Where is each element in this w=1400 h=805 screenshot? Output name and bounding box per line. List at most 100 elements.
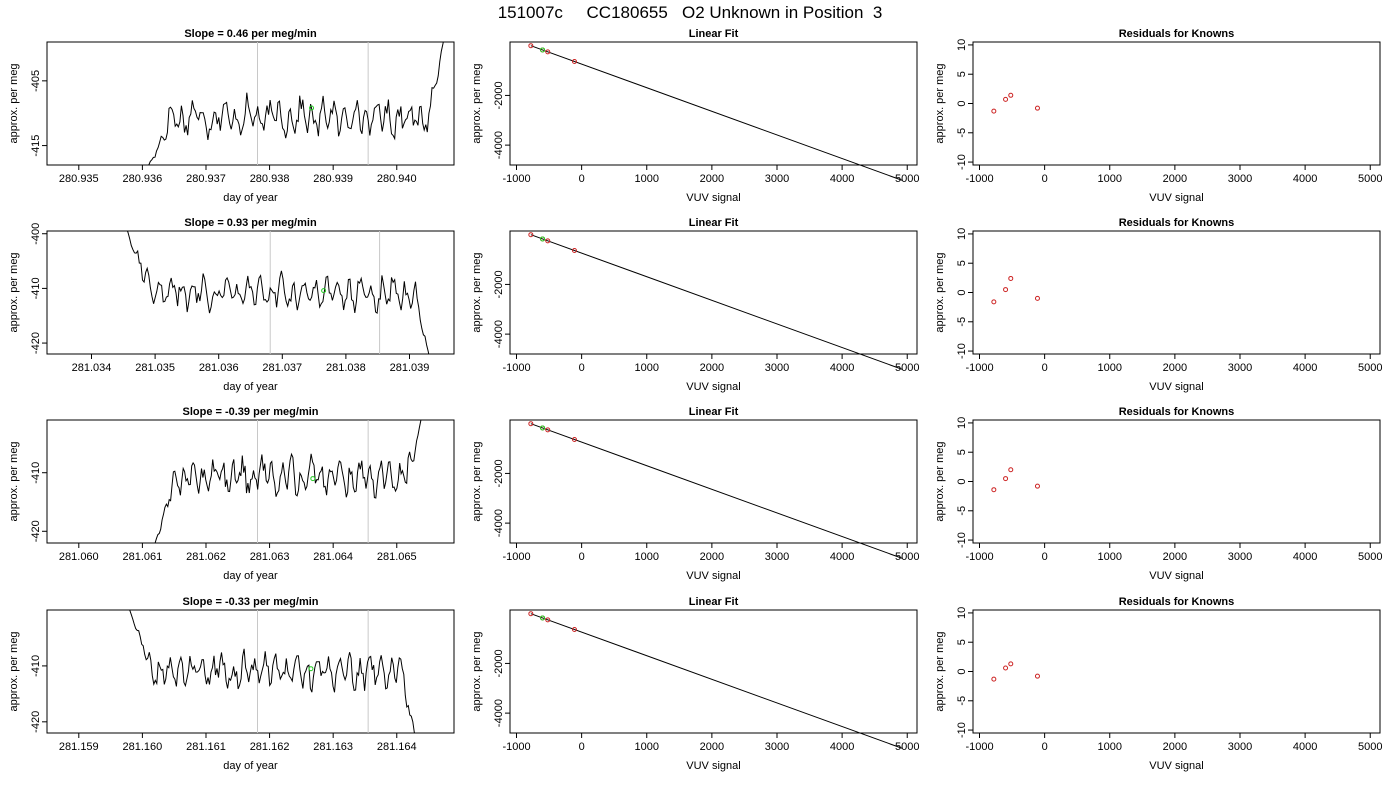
y-tick-label: -420 <box>30 332 42 354</box>
residual-point <box>1034 105 1040 111</box>
x-tick-label: 281.164 <box>377 741 417 753</box>
x-tick-label: 281.064 <box>313 551 353 563</box>
x-tick-label: 5000 <box>895 362 919 374</box>
known-point <box>528 611 534 617</box>
fit-line <box>530 234 903 370</box>
x-tick-label: -1000 <box>965 551 993 563</box>
x-tick-label: 0 <box>1042 741 1048 753</box>
x-tick-label: 281.160 <box>123 741 163 753</box>
time-series-line <box>154 420 422 543</box>
known-point <box>571 627 577 633</box>
x-tick-label: 1000 <box>1098 551 1122 563</box>
x-tick-label: 280.940 <box>377 173 417 185</box>
y-tick-label: 0 <box>956 668 968 674</box>
plot-frame <box>509 230 918 355</box>
panel-title: Residuals for Knowns <box>1119 406 1235 418</box>
y-tick-label: 10 <box>956 607 968 619</box>
known-point <box>545 49 551 55</box>
known-point <box>528 421 534 427</box>
y-tick-label: 5 <box>956 449 968 455</box>
panel-title: Residuals for Knowns <box>1119 596 1235 608</box>
x-tick-label: 4000 <box>1293 362 1317 374</box>
x-tick-label: 0 <box>579 551 585 563</box>
unknown-mean-point <box>310 476 316 482</box>
y-tick-label: -415 <box>30 135 42 157</box>
x-tick-label: 281.034 <box>72 362 112 374</box>
plot-frame <box>509 41 918 166</box>
x-axis-label: VUV signal <box>686 192 740 204</box>
x-tick-label: 4000 <box>830 741 854 753</box>
known-point <box>571 437 577 443</box>
residual-point <box>1008 275 1014 281</box>
y-axis-label: approx. per meg <box>8 252 20 332</box>
residual-point <box>1003 96 1009 102</box>
x-tick-label: 280.936 <box>123 173 163 185</box>
y-axis-label: approx. per meg <box>934 631 946 711</box>
x-tick-label: 2000 <box>700 173 724 185</box>
unknown-point <box>540 425 546 431</box>
x-tick-label: 2000 <box>700 741 724 753</box>
panel-8: Residuals for Knowns -1000 0 1000 2000 3000 40… <box>934 406 1382 582</box>
residual-point <box>1034 295 1040 301</box>
unknown-mean-point <box>309 105 315 111</box>
residual-point <box>1003 287 1009 293</box>
x-axis-label: VUV signal <box>1149 760 1203 772</box>
x-tick-label: 280.938 <box>250 173 290 185</box>
x-tick-label: 5000 <box>1358 551 1382 563</box>
x-axis-label: VUV signal <box>686 381 740 393</box>
y-tick-label: -2000 <box>493 81 505 109</box>
y-tick-label: -5 <box>956 696 968 706</box>
plot-frame <box>972 41 1381 166</box>
x-tick-label: 1000 <box>635 362 659 374</box>
panel-title: Residuals for Knowns <box>1119 28 1235 40</box>
residual-point <box>991 487 997 493</box>
known-point <box>545 617 551 623</box>
x-tick-label: 1000 <box>635 173 659 185</box>
x-tick-label: 5000 <box>895 551 919 563</box>
x-tick-label: 1000 <box>1098 741 1122 753</box>
residual-point <box>1003 665 1009 671</box>
panel-5: Residuals for Knowns -1000 0 1000 2000 3000 40… <box>934 217 1382 393</box>
y-axis-label: approx. per meg <box>8 63 20 143</box>
x-tick-label: 281.161 <box>186 741 226 753</box>
unknown-point <box>540 615 546 621</box>
x-tick-label: 281.061 <box>123 551 163 563</box>
panel-title: Linear Fit <box>689 406 739 418</box>
unknown-point <box>540 236 546 242</box>
unknown-point <box>540 47 546 53</box>
fit-line <box>530 613 903 749</box>
x-tick-label: 1000 <box>635 741 659 753</box>
fit-line <box>530 45 903 181</box>
x-tick-label: 281.065 <box>377 551 417 563</box>
x-tick-label: 4000 <box>830 362 854 374</box>
y-tick-label: 10 <box>956 228 968 240</box>
panel-4: Linear Fit -1000 0 1000 2000 3000 4000 5000 -200… <box>471 217 919 393</box>
known-point <box>571 248 577 254</box>
y-tick-label: -2000 <box>493 270 505 298</box>
x-tick-label: 3000 <box>765 741 789 753</box>
x-tick-label: 5000 <box>895 741 919 753</box>
plot-frame <box>46 419 455 544</box>
residual-point <box>991 676 997 682</box>
x-tick-label: 3000 <box>1228 551 1252 563</box>
time-series-line <box>129 610 415 733</box>
x-tick-label: 281.039 <box>390 362 430 374</box>
y-tick-label: -2000 <box>493 649 505 677</box>
x-tick-label: 281.062 <box>186 551 226 563</box>
y-axis-label: approx. per meg <box>8 441 20 521</box>
time-series-line <box>126 231 430 354</box>
panel-9: Slope = -0.33 per meg/min 281.159 281.160 2… <box>8 596 455 772</box>
unknown-mean-point <box>321 288 327 294</box>
known-point <box>528 232 534 238</box>
x-axis-label: day of year <box>223 192 278 204</box>
x-axis-label: VUV signal <box>686 760 740 772</box>
x-axis-label: VUV signal <box>1149 192 1203 204</box>
panel-7: Linear Fit -1000 0 1000 2000 3000 4000 5000 -200… <box>471 406 919 582</box>
known-point <box>545 238 551 244</box>
y-tick-label: -10 <box>956 722 968 738</box>
y-tick-label: 5 <box>956 639 968 645</box>
x-axis-label: day of year <box>223 381 278 393</box>
x-tick-label: 5000 <box>1358 741 1382 753</box>
panel-title: Residuals for Knowns <box>1119 217 1235 229</box>
panel-title: Linear Fit <box>689 217 739 229</box>
